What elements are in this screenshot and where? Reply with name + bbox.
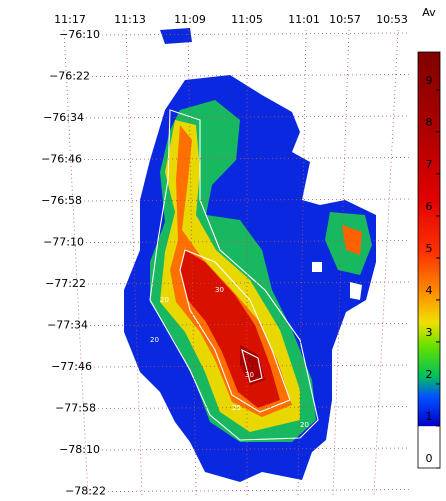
hole <box>312 262 322 272</box>
colorbar-tick-label: 2 <box>426 368 433 381</box>
x-coordinate-label: 10:57 <box>329 13 361 26</box>
contour-label: 20 <box>300 421 309 429</box>
contour <box>241 348 263 383</box>
x-coordinate-label: 11:09 <box>174 13 206 26</box>
colorbar-tick-label: 4 <box>426 284 433 297</box>
grid-line <box>125 29 143 496</box>
contour-label: 30 <box>215 286 224 294</box>
y-coordinate-label: −78:10 <box>59 443 100 456</box>
x-coordinate-label: 11:01 <box>288 13 320 26</box>
x-coordinate-label: 11:13 <box>114 13 146 26</box>
grid-line <box>187 29 197 496</box>
region-peak-right <box>342 225 362 255</box>
x-coordinate-label: 11:05 <box>231 13 263 26</box>
contour-label: 20 <box>160 296 169 304</box>
contour <box>179 249 291 413</box>
hole <box>350 282 362 300</box>
contour <box>149 109 319 441</box>
map-area: 20 30 30 25 20 20 <box>124 28 376 482</box>
grid-line <box>373 29 399 496</box>
colorbar-tick-label: 7 <box>426 158 433 171</box>
x-coordinate-label: 10:53 <box>376 13 408 26</box>
grid-line <box>101 447 411 451</box>
colorbar-title: Av <box>422 6 436 19</box>
grid-line <box>87 281 411 285</box>
x-coordinate-label: 11:17 <box>54 13 86 26</box>
colorbar-tick-label: 5 <box>426 242 433 255</box>
colorbar-tick-label: 0 <box>426 452 433 465</box>
colorbar-tick-label: 6 <box>426 200 433 213</box>
y-coordinate-label: −77:58 <box>55 402 96 415</box>
y-coordinate-label: −77:46 <box>51 360 92 373</box>
y-coordinate-label: −77:34 <box>47 319 88 332</box>
y-coordinate-label: −77:22 <box>45 277 86 290</box>
colorbar <box>417 51 441 469</box>
grid-line <box>63 29 89 496</box>
y-coordinate-label: −76:46 <box>41 153 82 166</box>
grid-line <box>297 29 307 496</box>
grid-line <box>107 489 411 492</box>
coordinate-labels: 11:17 11:13 11:09 11:05 11:01 10:57 10:53 −76:1… <box>41 13 408 498</box>
colorbar-ticks: 0 1 2 3 4 5 6 7 8 9 <box>426 74 440 469</box>
y-coordinate-label: −76:58 <box>41 194 82 207</box>
grid-line <box>93 364 411 368</box>
contour-label: 20 <box>150 336 159 344</box>
region-blob <box>160 28 192 44</box>
y-coordinate-label: −77:10 <box>43 236 84 249</box>
y-coordinate-label: −76:22 <box>49 70 90 83</box>
contour-label: 25 <box>232 404 241 412</box>
y-coordinate-label: −76:34 <box>43 111 84 124</box>
contour-label: 30 <box>245 371 254 379</box>
colorbar-tick-label: 3 <box>426 326 433 339</box>
grid-line <box>89 323 411 326</box>
colorbar-tick-label: 1 <box>426 410 433 423</box>
grid-line <box>332 29 350 496</box>
colorbar-tick-label: 8 <box>426 116 433 129</box>
region-core <box>240 345 265 385</box>
y-coordinate-label: −78:22 <box>65 485 106 498</box>
grid-line <box>101 32 411 36</box>
colorbar-tick-label: 9 <box>426 74 433 87</box>
grid-line <box>97 406 411 409</box>
coordinate-grid <box>63 29 411 496</box>
grid-line <box>91 74 411 77</box>
y-coordinate-label: −76:10 <box>59 28 100 41</box>
